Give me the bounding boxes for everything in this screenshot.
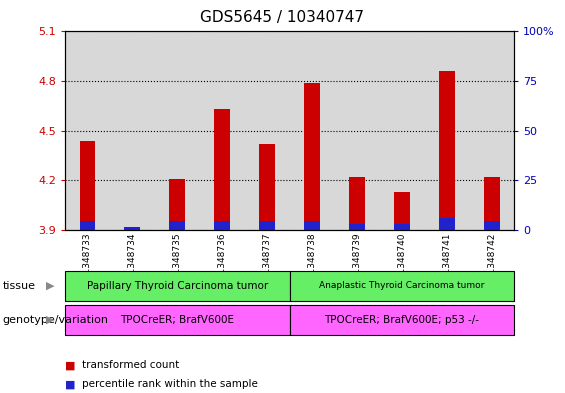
Bar: [65, 271, 289, 301]
Bar: [65, 305, 289, 335]
Bar: [334, 31, 380, 230]
Bar: [484, 221, 499, 230]
Bar: [424, 31, 469, 230]
Bar: [394, 192, 410, 230]
Bar: [289, 31, 334, 230]
Bar: [110, 31, 155, 230]
Bar: [200, 31, 245, 230]
Bar: [80, 221, 95, 230]
Text: Papillary Thyroid Carcinoma tumor: Papillary Thyroid Carcinoma tumor: [86, 281, 268, 291]
Text: ▶: ▶: [45, 281, 54, 291]
Text: TPOCreER; BrafV600E: TPOCreER; BrafV600E: [120, 315, 234, 325]
Text: tissue: tissue: [3, 281, 36, 291]
Bar: [469, 31, 514, 230]
Bar: [394, 224, 410, 230]
Bar: [304, 221, 320, 230]
Bar: [259, 144, 275, 230]
Bar: [289, 305, 514, 335]
Text: GDS5645 / 10340747: GDS5645 / 10340747: [201, 10, 364, 25]
Bar: [170, 221, 185, 230]
Bar: [124, 227, 140, 230]
Bar: [80, 141, 95, 230]
Bar: [349, 177, 365, 230]
Text: TPOCreER; BrafV600E; p53 -/-: TPOCreER; BrafV600E; p53 -/-: [324, 315, 479, 325]
Bar: [214, 221, 230, 230]
Bar: [65, 31, 110, 230]
Text: ■: ■: [65, 360, 76, 371]
Text: percentile rank within the sample: percentile rank within the sample: [82, 379, 258, 389]
Text: ▶: ▶: [45, 315, 54, 325]
Bar: [304, 83, 320, 230]
Bar: [170, 179, 185, 230]
Bar: [124, 227, 140, 230]
Bar: [439, 218, 455, 230]
Text: Anaplastic Thyroid Carcinoma tumor: Anaplastic Thyroid Carcinoma tumor: [319, 281, 485, 290]
Bar: [439, 71, 455, 230]
Text: genotype/variation: genotype/variation: [3, 315, 109, 325]
Bar: [484, 177, 499, 230]
Bar: [214, 109, 230, 230]
Bar: [349, 224, 365, 230]
Text: transformed count: transformed count: [82, 360, 179, 371]
Bar: [289, 271, 514, 301]
Text: ■: ■: [65, 379, 76, 389]
Bar: [245, 31, 289, 230]
Bar: [380, 31, 424, 230]
Bar: [259, 221, 275, 230]
Bar: [155, 31, 200, 230]
